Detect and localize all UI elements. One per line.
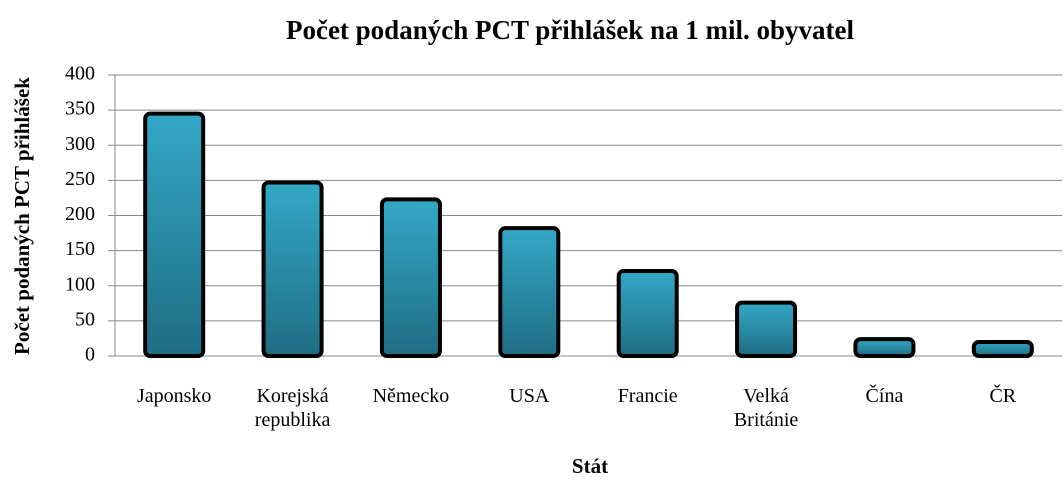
y-tick-label: 50	[75, 308, 95, 330]
y-tick-label: 0	[85, 344, 95, 366]
x-tick-label: ČR	[989, 385, 1017, 407]
bar	[379, 197, 442, 358]
y-tick-label: 200	[65, 203, 95, 225]
bar	[971, 339, 1034, 359]
x-tick-label: Francie	[617, 385, 678, 407]
x-tick-label: Čína	[865, 385, 904, 407]
x-tick-label: Německo	[372, 385, 450, 407]
y-tick-label: 300	[65, 133, 95, 155]
chart-title: Počet podaných PCT přihlášek na 1 mil. o…	[286, 15, 855, 45]
bar	[261, 180, 324, 358]
y-tick-label: 250	[65, 168, 95, 190]
x-axis-label: Stát	[572, 454, 608, 478]
bar	[143, 111, 206, 358]
y-axis-label: Počet podaných PCT přihlášek	[10, 77, 34, 355]
x-tick-label: Korejská republika	[254, 385, 331, 431]
x-tick-label: Japonsko	[136, 385, 212, 407]
bar	[735, 300, 798, 358]
x-tick-label: USA	[509, 385, 550, 407]
bar	[853, 337, 916, 359]
y-tick-label: 400	[65, 63, 95, 85]
y-tick-label: 350	[65, 98, 95, 120]
x-tick-label: Velká Británie	[733, 385, 799, 431]
bar	[616, 268, 679, 358]
y-tick-label: 100	[65, 273, 95, 295]
y-tick-label: 150	[65, 238, 95, 260]
bar	[498, 226, 561, 359]
